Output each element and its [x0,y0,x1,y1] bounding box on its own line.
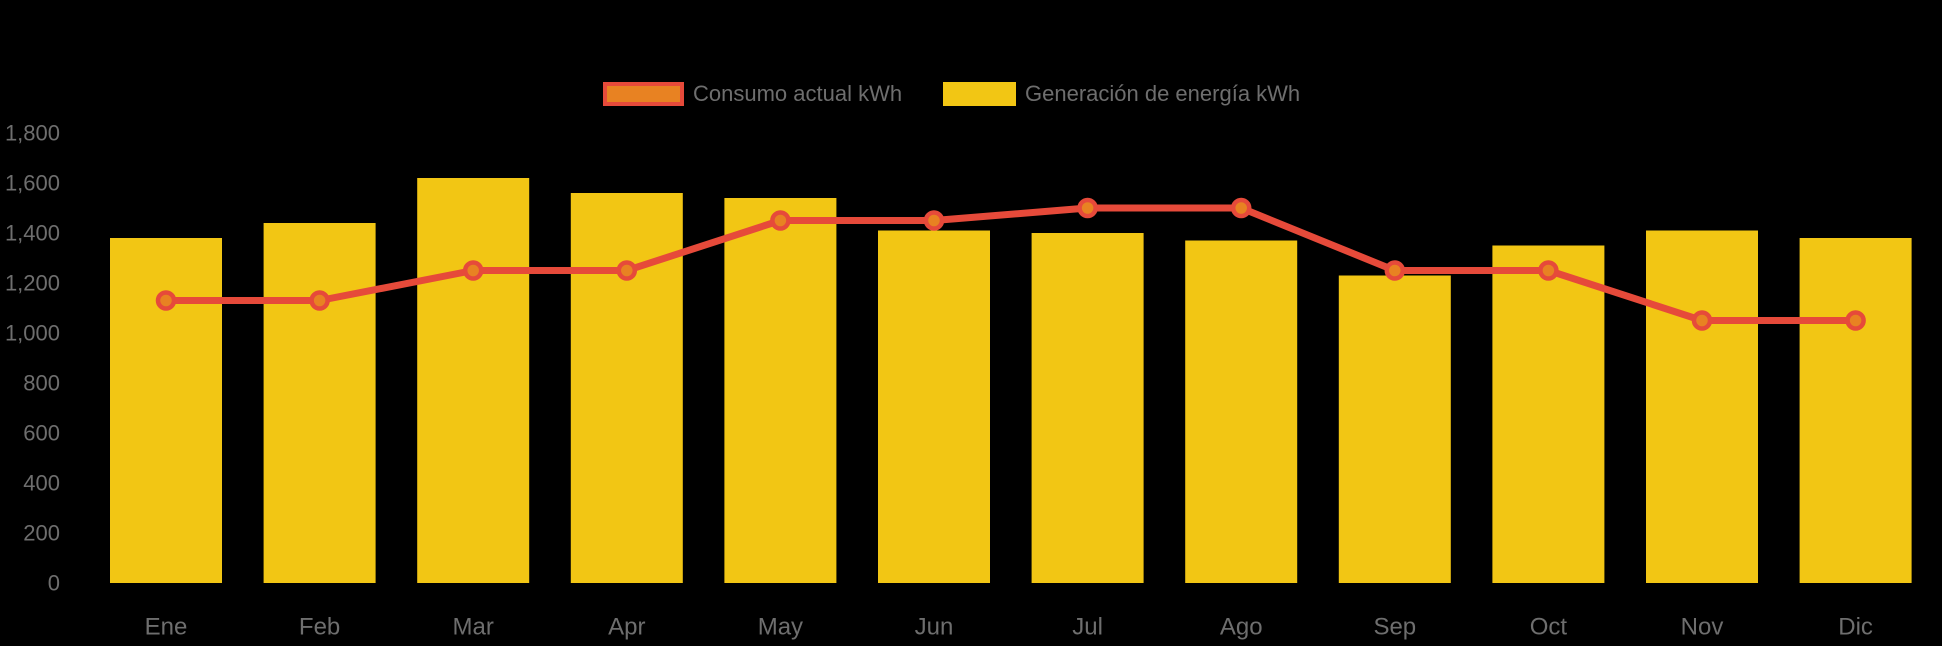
bar-series-generacion [110,178,1912,583]
bar-apr [570,193,683,583]
legend-swatch-generacion-energia [943,82,1016,106]
x-tick-label-ago: Ago [1220,614,1263,641]
legend-item-generacion-energia[interactable]: Generación de energía kWh [943,82,1300,106]
bar-sep [1338,275,1451,583]
consumo-point-jun [923,210,945,231]
x-tick-label-mar: Mar [453,614,494,641]
line-series-consumo [155,197,1866,331]
consumo-point-apr [616,260,638,281]
y-tick-label-1200: 1,200 [5,271,60,296]
y-tick-label-0: 0 [48,571,60,596]
y-tick-label-1800: 1,800 [5,121,60,146]
x-tick-label-oct: Oct [1530,614,1568,641]
bar-ago [1185,240,1298,583]
y-tick-label-400: 400 [23,471,60,496]
legend-item-consumo-actual[interactable]: Consumo actual kWh [603,82,902,106]
bar-dic [1799,238,1912,583]
consumo-point-dic [1845,310,1866,331]
x-tick-label-ene: Ene [145,614,188,641]
consumo-point-feb [309,290,330,311]
y-tick-label-1600: 1,600 [5,171,60,196]
y-tick-label-600: 600 [23,421,60,446]
bar-ene [110,238,222,583]
consumo-point-nov [1691,310,1713,331]
consumo-point-may [770,210,791,231]
y-axis-tick-labels: 0 200 400 600 800 1,000 1,200 1,400 1,600 1,800 [5,121,60,596]
consumo-point-ago [1230,197,1252,219]
legend-label-consumo-actual: Consumo actual kWh [693,81,903,106]
x-axis-month-labels: Ene Feb Mar Apr May Jun Jul Ago Sep Oct Nov Dic [145,614,1873,641]
x-tick-label-dic: Dic [1838,614,1873,641]
consumo-point-sep [1384,260,1406,281]
bar-jun [878,230,990,583]
consumo-line [162,204,1860,324]
x-tick-label-may: May [758,614,803,641]
bar-oct [1492,245,1605,583]
legend-label-generacion-energia: Generación de energía kWh [1025,81,1301,106]
bar-may [724,198,837,583]
consumo-point-oct [1538,260,1559,281]
x-tick-label-feb: Feb [299,614,340,641]
y-tick-label-1000: 1,000 [5,321,60,346]
x-tick-label-nov: Nov [1681,614,1724,641]
x-tick-label-sep: Sep [1373,614,1416,641]
bar-mar [417,178,530,583]
legend-swatch-consumo-actual [603,82,684,106]
bar-feb [263,223,376,583]
y-tick-label-200: 200 [23,521,60,546]
bar-jul [1031,233,1144,583]
x-tick-label-jul: Jul [1072,614,1103,641]
x-tick-label-apr: Apr [608,614,645,641]
consumo-point-jul [1077,197,1098,219]
y-tick-label-800: 800 [23,371,60,396]
y-tick-label-1400: 1,400 [5,221,60,246]
bar-nov [1646,230,1758,583]
consumo-point-ene [155,290,177,311]
x-tick-label-jun: Jun [915,614,954,641]
consumo-point-mar [462,260,484,281]
